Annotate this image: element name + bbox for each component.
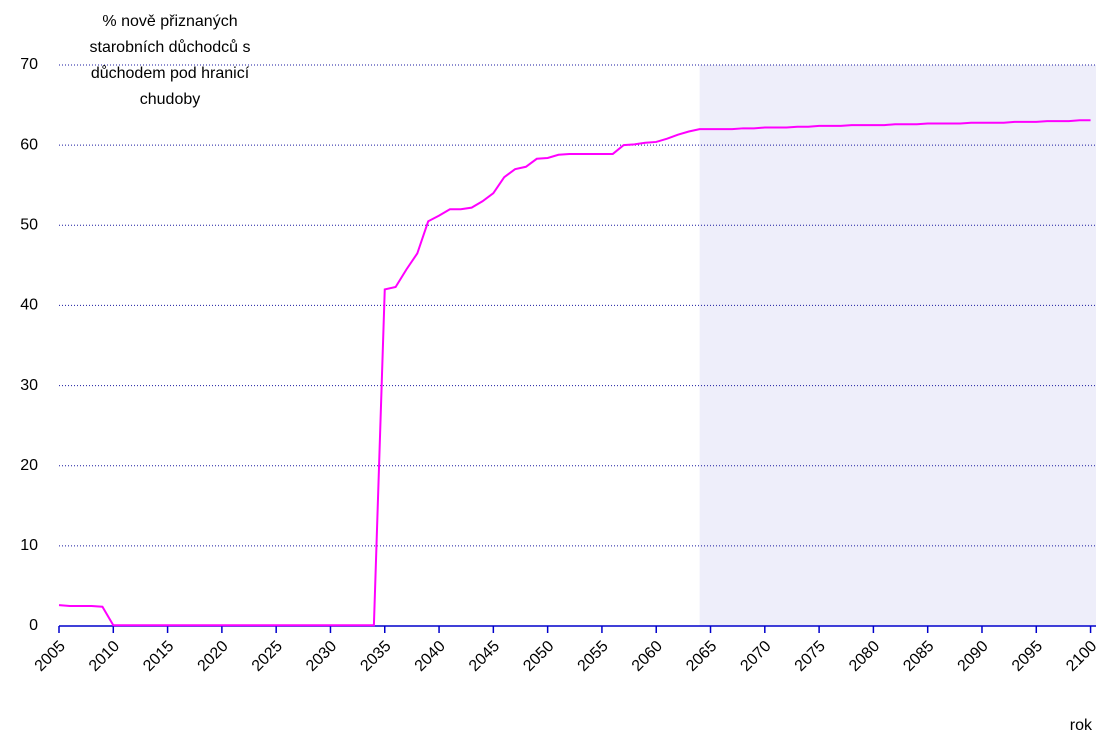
y-tick-label: 60 xyxy=(20,136,38,153)
x-tick-label: 2020 xyxy=(195,638,232,675)
x-tick-label: 2090 xyxy=(955,638,992,675)
y-axis-label: % nově přiznaných xyxy=(102,13,237,30)
y-tick-label: 40 xyxy=(20,297,38,314)
y-axis-label: starobních důchodců s xyxy=(90,38,251,56)
x-tick-label: 2015 xyxy=(140,638,177,675)
x-tick-label: 2010 xyxy=(86,638,123,675)
x-tick-label: 2070 xyxy=(737,638,774,675)
x-tick-label: 2035 xyxy=(357,638,394,675)
y-tick-label: 30 xyxy=(20,377,38,394)
x-axis-label: rok xyxy=(1070,717,1093,734)
x-tick-label: 2095 xyxy=(1009,638,1046,675)
y-tick-label: 70 xyxy=(20,56,38,73)
x-tick-label: 2080 xyxy=(846,638,883,675)
x-tick-label: 2060 xyxy=(629,638,666,675)
x-tick-label: 2065 xyxy=(683,638,720,675)
y-tick-label: 10 xyxy=(20,537,38,554)
y-tick-label: 50 xyxy=(20,217,38,234)
y-axis-label: důchodem pod hranicí xyxy=(91,64,250,82)
x-tick-label: 2075 xyxy=(792,638,829,675)
x-tick-label: 2040 xyxy=(412,638,449,675)
data-line xyxy=(58,119,1091,627)
x-tick-label: 2055 xyxy=(575,638,612,675)
x-tick-label: 2050 xyxy=(520,638,557,675)
x-tick-label: 2025 xyxy=(249,638,286,675)
y-axis-label: chudoby xyxy=(140,91,201,108)
x-tick-label: 2100 xyxy=(1063,638,1096,675)
x-tick-label: 2030 xyxy=(303,638,340,675)
x-tick-label: 2005 xyxy=(32,638,69,675)
x-tick-label: 2085 xyxy=(900,638,937,675)
y-tick-label: 20 xyxy=(20,457,38,474)
x-tick-label: 2045 xyxy=(466,638,503,675)
highlight-region xyxy=(699,65,1096,626)
y-tick-label: 0 xyxy=(29,617,38,634)
